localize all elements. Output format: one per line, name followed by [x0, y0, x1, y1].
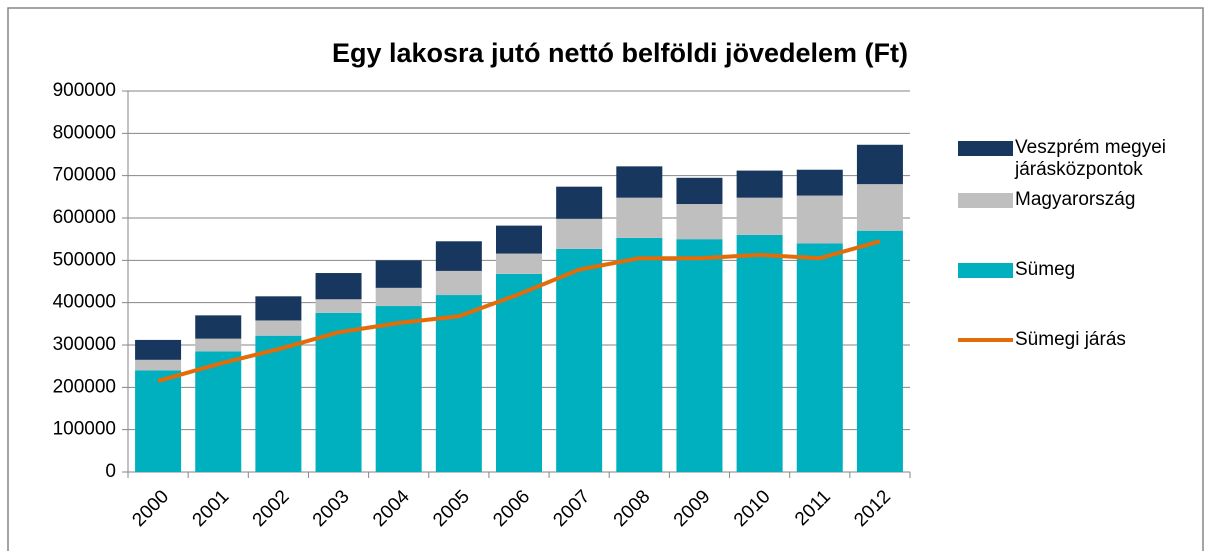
- bar: [195, 351, 242, 472]
- bar: [496, 225, 542, 254]
- bar: [736, 170, 783, 198]
- y-tick-label: 800000: [53, 122, 116, 143]
- bar: [616, 197, 663, 238]
- x-tick-label: 2012: [850, 486, 895, 531]
- legend-label: Sümegi járás: [1015, 329, 1126, 350]
- bar: [435, 270, 482, 296]
- bar: [435, 295, 482, 472]
- x-tick-label: 2005: [429, 486, 474, 531]
- line: [157, 239, 881, 383]
- bar: [135, 370, 182, 472]
- x-tick-label: 2000: [128, 486, 173, 531]
- x-tick-label: 2008: [610, 486, 655, 531]
- bar: [195, 338, 242, 352]
- bar: [856, 184, 903, 231]
- x-tick-label: 2009: [670, 486, 715, 531]
- y-tick-label: 500000: [53, 249, 116, 270]
- bar: [736, 234, 783, 472]
- bar: [556, 248, 603, 472]
- x-tick-label: 2003: [309, 486, 354, 531]
- bar: [435, 241, 482, 271]
- chart-title: Egy lakosra jutó nettó belföldi jövedele…: [332, 38, 908, 68]
- bar: [856, 230, 903, 472]
- bar: [556, 186, 603, 219]
- bar: [736, 197, 783, 235]
- x-tick-label: 2001: [189, 486, 234, 531]
- bar: [616, 237, 663, 472]
- legend-label: Sümeg: [1015, 259, 1076, 280]
- y-tick-label: 300000: [53, 334, 116, 355]
- bar: [496, 253, 542, 274]
- y-tick-label: 100000: [53, 419, 116, 440]
- bar: [796, 243, 843, 472]
- bar: [676, 204, 723, 240]
- bar: [255, 296, 302, 321]
- bar: [856, 144, 903, 185]
- bar: [676, 239, 723, 472]
- bar: [255, 320, 302, 336]
- bar: [556, 218, 603, 249]
- bar: [676, 177, 723, 205]
- y-tick-label: 0: [105, 461, 116, 482]
- bar: [195, 315, 242, 339]
- x-tick-label: 2007: [549, 486, 594, 531]
- bar: [255, 335, 302, 472]
- y-tick-label: 400000: [53, 292, 116, 313]
- y-tick-label: 700000: [53, 165, 116, 186]
- bar: [375, 306, 422, 472]
- bar: [135, 359, 182, 371]
- bar: [616, 166, 663, 198]
- bar: [315, 312, 362, 472]
- bar: [796, 169, 843, 196]
- legend-swatch: [958, 141, 1013, 156]
- bar: [375, 287, 422, 307]
- bar: [375, 260, 422, 288]
- bar: [315, 299, 362, 313]
- x-tick-label: 2004: [369, 486, 414, 531]
- bar: [315, 273, 362, 300]
- legend-swatch: [958, 263, 1013, 278]
- bar: [135, 339, 182, 360]
- x-tick-label: 2011: [791, 486, 835, 530]
- bar: [496, 273, 542, 472]
- x-tick-label: 2010: [730, 486, 775, 531]
- chart-border: [7, 7, 1204, 556]
- x-tick-label: 2006: [489, 486, 534, 531]
- bar: [796, 195, 843, 244]
- y-tick-label: 900000: [53, 80, 116, 101]
- legend-swatch: [958, 193, 1013, 208]
- y-tick-label: 600000: [53, 207, 116, 228]
- x-tick-label: 2002: [249, 486, 294, 531]
- legend-label: Veszprém megyei járásközpontok: [1015, 137, 1167, 180]
- legend-swatch: [958, 338, 1013, 342]
- y-tick-label: 200000: [53, 376, 116, 397]
- legend-label: Magyarország: [1015, 189, 1136, 210]
